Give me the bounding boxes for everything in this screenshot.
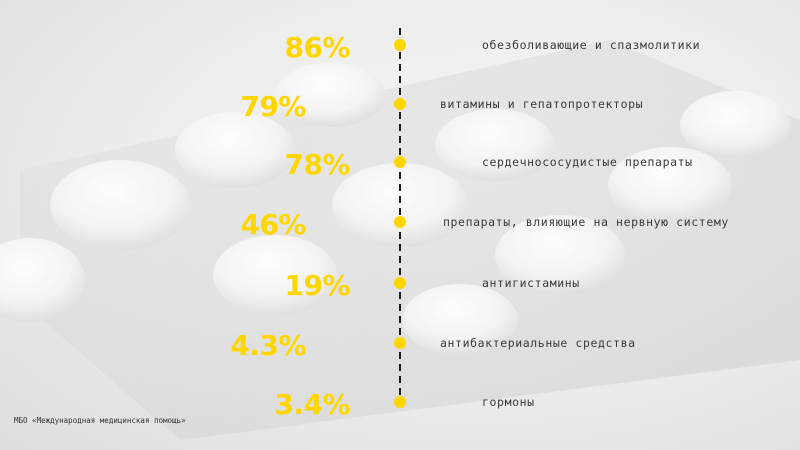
timeline-dot [394, 98, 406, 110]
percentage-value: 4.3% [230, 329, 306, 362]
percentage-value: 86% [284, 31, 350, 64]
percentage-value: 19% [284, 269, 350, 302]
timeline-dot [394, 337, 406, 349]
category-label: антигистамины [482, 276, 580, 290]
category-label: препараты, влияющие на нервную систему [443, 215, 729, 229]
percentage-value: 46% [240, 208, 306, 241]
timeline-dot [394, 396, 406, 408]
percentage-value: 79% [240, 90, 306, 123]
category-label: антибактериальные средства [440, 336, 636, 350]
category-label: сердечнососудистые препараты [482, 155, 693, 169]
category-label: витамины и гепатопротекторы [440, 97, 644, 111]
timeline-dot [394, 216, 406, 228]
timeline-dot [394, 277, 406, 289]
category-label: гормоны [482, 395, 535, 409]
timeline-dot [394, 156, 406, 168]
source-note: МБО «Международная медицинская помощь» [14, 416, 186, 425]
percentage-value: 78% [284, 148, 350, 181]
timeline-dot [394, 39, 406, 51]
category-label: обезболивающие и спазмолитики [482, 38, 701, 52]
percentage-value: 3.4% [274, 388, 350, 421]
